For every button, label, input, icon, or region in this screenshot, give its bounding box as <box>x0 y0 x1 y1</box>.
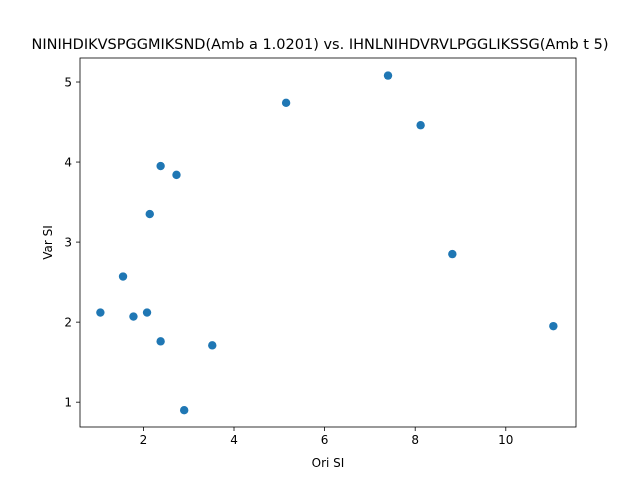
y-tick-label: 4 <box>64 156 72 170</box>
x-axis-ticks: 2 4 6 8 10 <box>140 427 513 447</box>
data-point-9 <box>179 405 189 415</box>
x-axis-title: Ori SI <box>312 456 345 470</box>
x-tick-label: 8 <box>411 433 419 447</box>
plot-area <box>80 58 576 427</box>
data-points <box>96 71 558 415</box>
data-point-13 <box>416 121 425 130</box>
data-point-10 <box>208 341 217 350</box>
y-axis-ticks: 1 2 3 4 5 <box>64 76 80 410</box>
data-point-15 <box>549 321 558 331</box>
x-tick-label: 6 <box>321 433 329 447</box>
data-point-14 <box>448 249 457 259</box>
y-tick-label: 2 <box>64 316 72 330</box>
data-point-1 <box>96 308 105 317</box>
data-point-3 <box>129 312 138 321</box>
plot-frame <box>79 57 577 428</box>
x-tick-label: 2 <box>140 433 148 447</box>
data-point-8 <box>172 170 181 180</box>
data-point-2 <box>118 272 128 281</box>
chart-title: NINIHDIKVSPGGMIKSND(Amb a 1.0201) vs. IH… <box>32 37 609 53</box>
data-point-12 <box>383 71 393 80</box>
y-tick-label: 3 <box>64 236 72 250</box>
y-tick-label: 1 <box>64 396 72 410</box>
data-point-5 <box>145 209 154 219</box>
y-axis-title: Var SI <box>41 225 55 260</box>
data-point-4 <box>142 308 152 317</box>
x-tick-label: 4 <box>230 433 238 447</box>
data-point-11 <box>281 98 291 108</box>
y-tick-label: 5 <box>64 76 72 90</box>
x-tick-label: 10 <box>498 433 513 447</box>
data-point-6 <box>156 161 165 171</box>
data-point-7 <box>156 337 165 346</box>
